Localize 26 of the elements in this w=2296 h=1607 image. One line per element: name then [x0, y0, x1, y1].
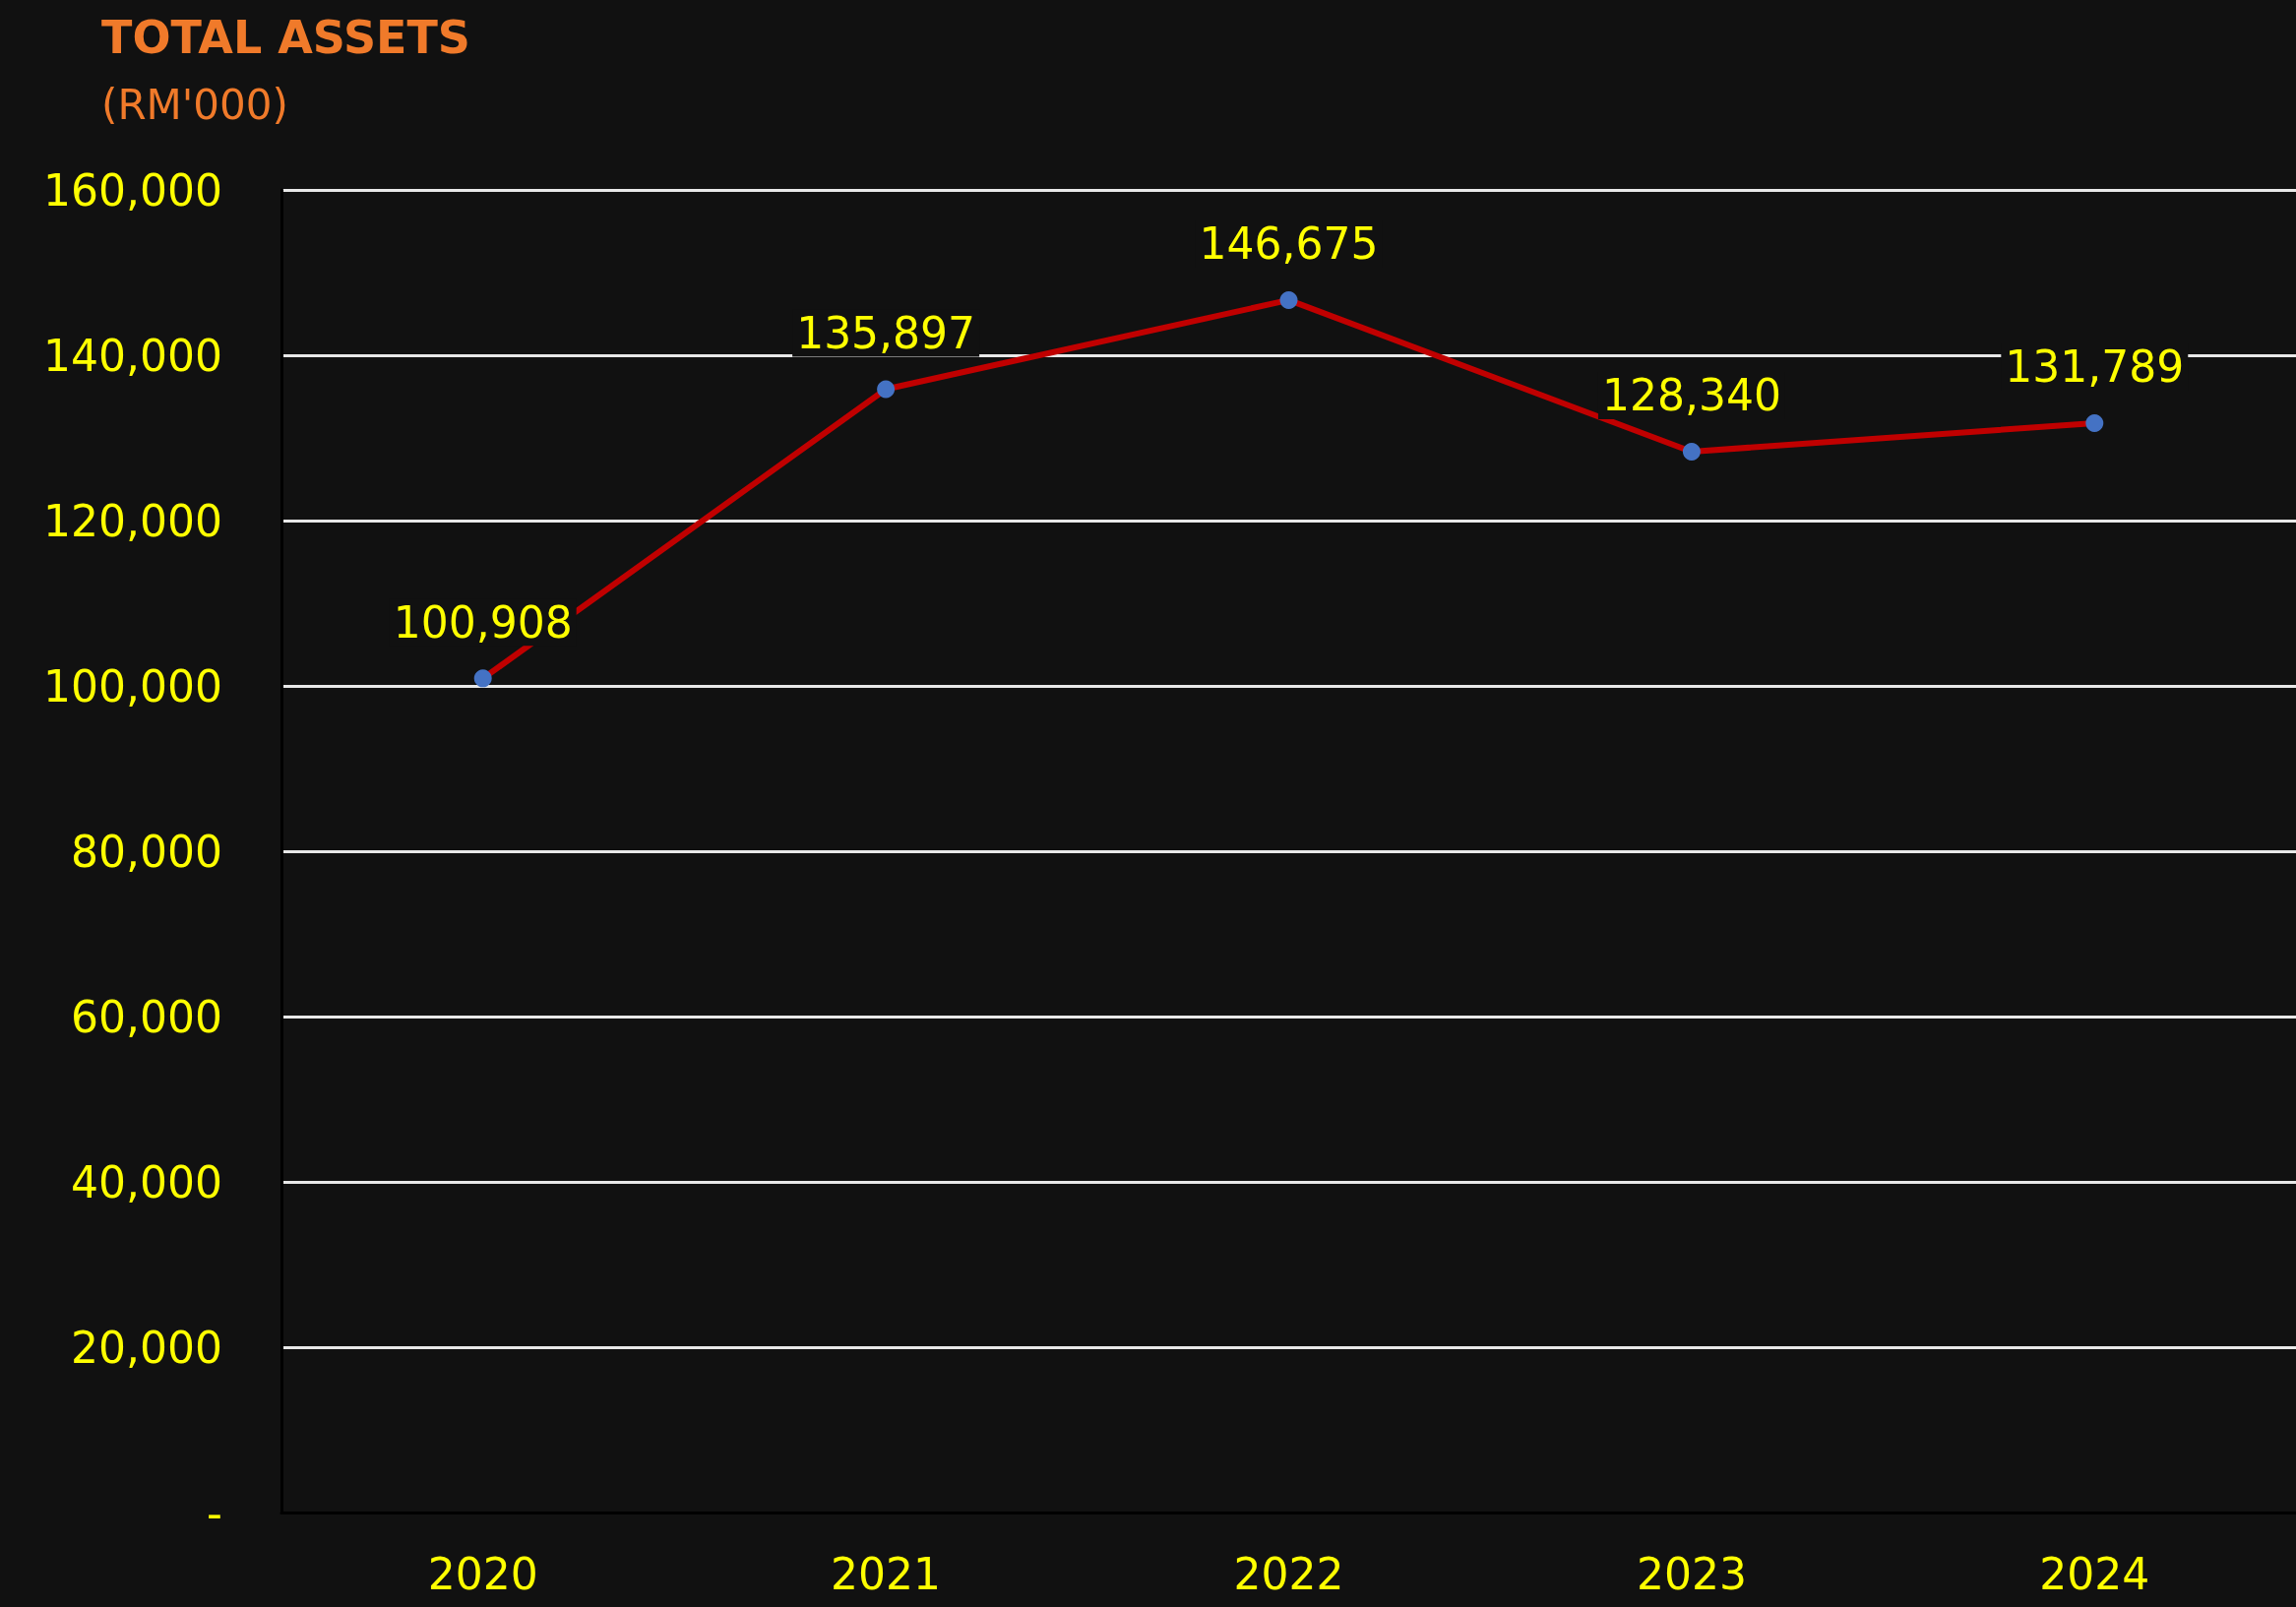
y-tick-label: 20,000: [71, 1322, 222, 1373]
point: [473, 669, 492, 688]
point: [1682, 442, 1701, 461]
x-tick-label: 2023: [1636, 1548, 1747, 1599]
chart-title: TOTAL ASSETS: [101, 11, 470, 64]
y-tick-label: 100,000: [43, 660, 222, 711]
data-label: 100,908: [393, 596, 573, 648]
point: [2085, 413, 2104, 432]
x-tick-label: 2020: [427, 1548, 538, 1599]
data-label: 128,340: [1601, 370, 1781, 421]
y-tick-label: 120,000: [43, 495, 222, 546]
chart-subtitle: (RM'000): [101, 80, 288, 129]
y-tick-label: -: [207, 1487, 222, 1538]
point: [1279, 290, 1298, 309]
y-tick-label: 40,000: [71, 1156, 222, 1207]
y-tick-label: 60,000: [71, 991, 222, 1042]
y-tick-label: 140,000: [43, 330, 222, 381]
x-tick-label: 2024: [2039, 1548, 2150, 1599]
y-tick-label: 80,000: [71, 826, 222, 877]
data-label: 131,789: [2005, 341, 2185, 393]
x-tick-label: 2021: [831, 1548, 942, 1599]
point: [877, 380, 896, 399]
y-tick-label: 160,000: [43, 164, 222, 216]
x-tick-label: 2022: [1233, 1548, 1344, 1599]
data-label: 146,675: [1199, 218, 1379, 270]
data-label: 135,897: [796, 307, 976, 358]
